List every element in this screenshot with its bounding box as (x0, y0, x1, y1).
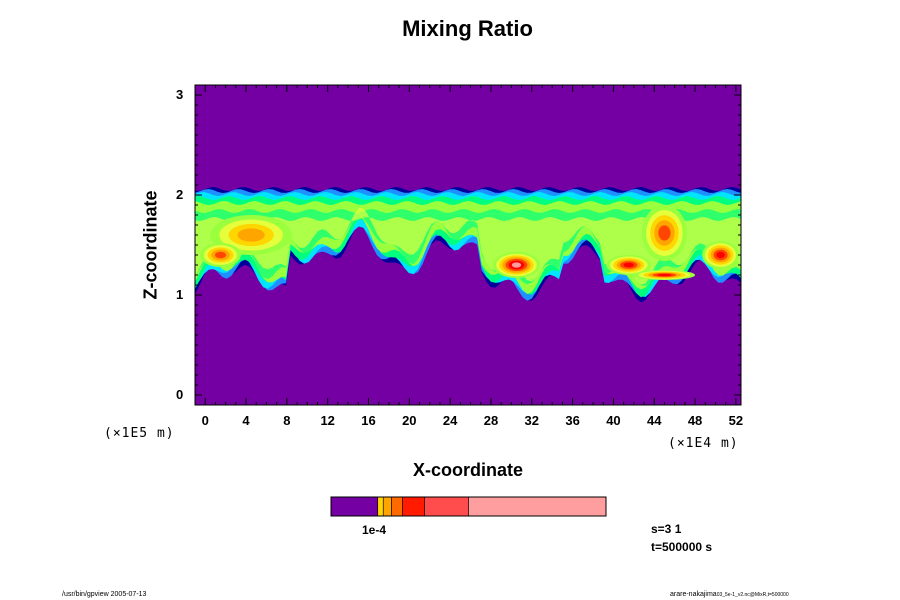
colorbar-segment (382, 496, 392, 517)
y-tick-label: 2 (176, 187, 184, 202)
y-tick-label: 3 (176, 87, 184, 102)
colorbar-segment (377, 496, 384, 517)
layer-band (195, 208, 741, 285)
y-axis-title: Z-coordinate (140, 190, 161, 300)
x-tick-label: 12 (320, 413, 335, 428)
footer-right-small: 03_5e-1_v2.nc@MixR,t=500000 (716, 592, 789, 598)
colorbar-segment (330, 496, 379, 517)
x-tick-label: 16 (361, 413, 376, 428)
hot-spot-contour (214, 251, 227, 259)
x-tick-label: 8 (283, 413, 291, 428)
x-tick-label: 0 (201, 413, 209, 428)
x-tick-label: 40 (606, 413, 621, 428)
x-tick-label: 36 (565, 413, 580, 428)
hot-spot-contour (658, 225, 671, 241)
x-tick-label: 4 (242, 413, 250, 428)
hot-spot-contour (716, 251, 725, 259)
x-axis-title: X-coordinate (412, 460, 523, 480)
colorbar-segment (424, 496, 469, 517)
x-tick-label: 32 (524, 413, 540, 428)
hot-spot-contour (623, 262, 634, 268)
colorbar-segment (468, 496, 607, 517)
hot-spot-contour (511, 262, 522, 268)
footer-right-main: arare-nakajima (670, 591, 717, 598)
x-tick-label: 48 (687, 413, 703, 428)
footer-right: arare-nakajima03_5e-1_v2.nc@MixR,t=50000… (670, 591, 789, 598)
t-label: t=500000 s (651, 540, 713, 554)
x-tick-label: 28 (483, 413, 499, 428)
colorbar-label: 1e-4 (362, 523, 387, 537)
colorbar-frame (330, 496, 607, 517)
x-tick-label: 52 (728, 413, 744, 428)
s-label: s=3 1 (651, 522, 682, 536)
hot-spot-contour (237, 228, 265, 242)
footer-left: /usr/bin/gpview 2005-07-13 (62, 591, 147, 598)
colorbar-segment (391, 496, 403, 517)
y-tick-label: 1 (176, 287, 184, 302)
x-tick-label: 20 (402, 413, 417, 428)
chart-title: Mixing Ratio (402, 16, 533, 41)
x-tick-label: 44 (647, 413, 662, 428)
field-contours (195, 187, 741, 303)
y-unit-label: (×1E5 m) (104, 426, 175, 441)
x-tick-label: 24 (442, 413, 458, 428)
x-unit-label: (×1E4 m) (668, 436, 739, 451)
colorbar-segment (402, 496, 425, 517)
y-tick-label: 0 (176, 387, 184, 402)
hot-spot-contour (657, 273, 672, 277)
